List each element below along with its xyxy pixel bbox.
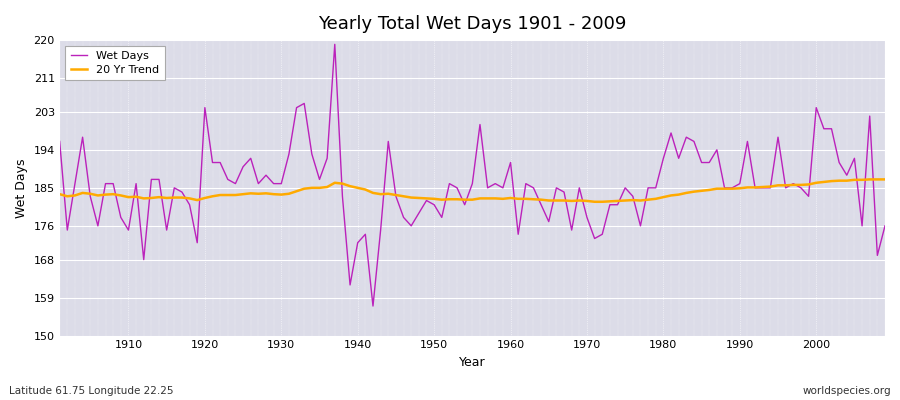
Line: Wet Days: Wet Days: [59, 44, 885, 306]
Legend: Wet Days, 20 Yr Trend: Wet Days, 20 Yr Trend: [65, 46, 165, 80]
20 Yr Trend: [284, 191, 294, 196]
20 Yr Trend: [54, 192, 65, 196]
Wet Days: [337, 194, 347, 199]
Wet Days: [520, 181, 531, 186]
Wet Days: [115, 215, 126, 220]
Text: worldspecies.org: worldspecies.org: [803, 386, 891, 396]
20 Yr Trend: [605, 199, 616, 204]
Wet Days: [612, 202, 623, 207]
X-axis label: Year: Year: [459, 356, 486, 369]
Y-axis label: Wet Days: Wet Days: [15, 158, 28, 218]
20 Yr Trend: [115, 193, 126, 198]
20 Yr Trend: [498, 196, 508, 201]
20 Yr Trend: [505, 196, 516, 200]
20 Yr Trend: [590, 199, 600, 204]
20 Yr Trend: [329, 180, 340, 185]
20 Yr Trend: [864, 177, 875, 182]
Wet Days: [284, 152, 294, 156]
Text: Latitude 61.75 Longitude 22.25: Latitude 61.75 Longitude 22.25: [9, 386, 174, 396]
Title: Yearly Total Wet Days 1901 - 2009: Yearly Total Wet Days 1901 - 2009: [318, 15, 626, 33]
Wet Days: [513, 232, 524, 237]
Line: 20 Yr Trend: 20 Yr Trend: [59, 180, 885, 202]
Wet Days: [367, 304, 378, 308]
Wet Days: [329, 42, 340, 47]
Wet Days: [879, 224, 890, 228]
Wet Days: [54, 139, 65, 144]
20 Yr Trend: [879, 177, 890, 182]
